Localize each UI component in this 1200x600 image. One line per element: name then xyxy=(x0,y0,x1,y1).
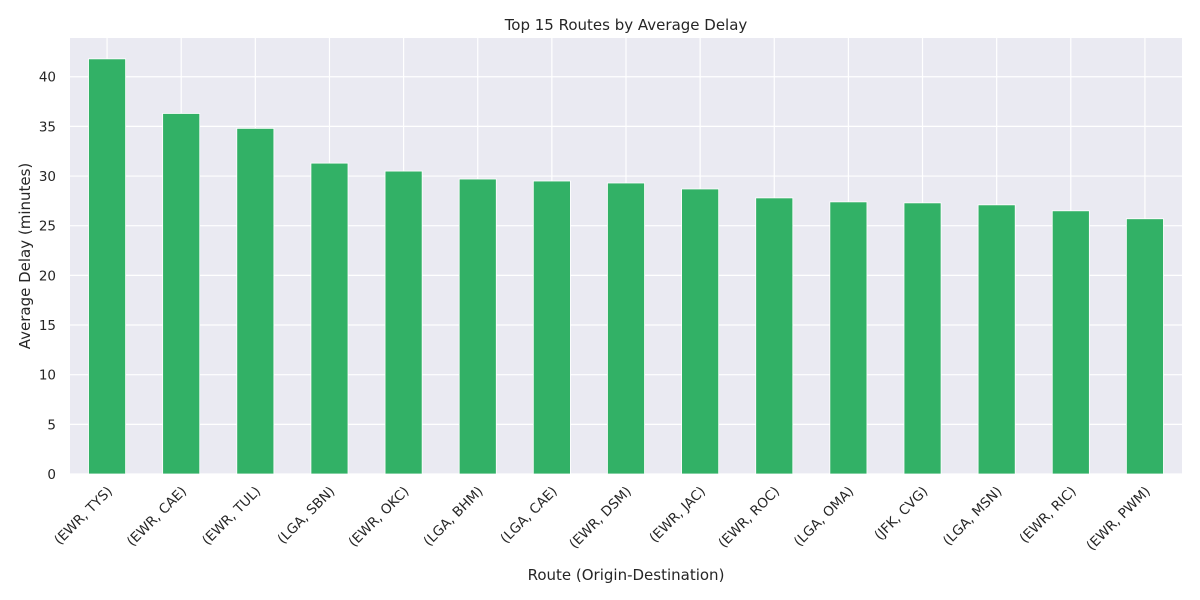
bar xyxy=(88,58,126,475)
bar xyxy=(532,180,571,475)
x-axis-ticks: (EWR, TYS) (EWR, CAE) (EWR, TUL) (LGA, SBN)… xyxy=(51,484,1154,554)
x-tick-label: (EWR, DSM) xyxy=(566,484,635,553)
y-tick-label: 15 xyxy=(39,318,56,334)
y-tick-label: 0 xyxy=(47,467,56,483)
chart-title: Top 15 Routes by Average Delay xyxy=(504,16,748,34)
bar xyxy=(829,201,868,475)
bars xyxy=(88,58,1164,475)
bar xyxy=(458,178,497,475)
x-tick-label: (LGA, BHM) xyxy=(421,484,487,550)
bar xyxy=(1051,210,1090,475)
x-tick-label: (JFK, CVG) xyxy=(871,484,931,544)
y-tick-label: 25 xyxy=(39,219,56,235)
x-tick-label: (EWR, OKC) xyxy=(346,484,413,551)
y-tick-label: 40 xyxy=(39,70,56,86)
x-tick-label: (LGA, MSN) xyxy=(940,484,1006,550)
x-tick-label: (LGA, OMA) xyxy=(791,484,857,550)
bar xyxy=(755,197,794,475)
bar xyxy=(236,127,275,475)
x-tick-label: (LGA, CAE) xyxy=(497,484,560,547)
y-tick-label: 35 xyxy=(39,119,56,135)
x-tick-label: (EWR, PWM) xyxy=(1083,484,1153,554)
x-tick-label: (LGA, SBN) xyxy=(274,484,338,548)
bar xyxy=(903,202,942,475)
y-tick-label: 20 xyxy=(39,268,56,284)
bar xyxy=(607,182,645,475)
bar xyxy=(310,162,349,475)
x-tick-label: (EWR, CAE) xyxy=(124,484,190,550)
x-tick-label: (EWR, TUL) xyxy=(199,484,264,549)
bar xyxy=(681,188,720,475)
y-tick-label: 10 xyxy=(39,368,56,384)
x-tick-label: (EWR, ROC) xyxy=(715,484,783,552)
x-tick-label: (EWR, TYS) xyxy=(51,484,116,549)
x-tick-label: (EWR, RIC) xyxy=(1017,484,1080,547)
x-tick-label: (EWR, JAC) xyxy=(646,484,709,547)
x-axis-label: Route (Origin-Destination) xyxy=(528,566,725,584)
bar xyxy=(977,204,1016,475)
y-tick-label: 5 xyxy=(47,417,56,433)
bar xyxy=(384,170,423,475)
y-tick-label: 30 xyxy=(39,169,56,185)
y-axis-ticks: 0 5 10 15 20 25 30 35 40 xyxy=(39,70,56,483)
y-axis-label: Average Delay (minutes) xyxy=(16,163,34,350)
bar xyxy=(162,113,201,475)
bar xyxy=(1126,218,1164,475)
